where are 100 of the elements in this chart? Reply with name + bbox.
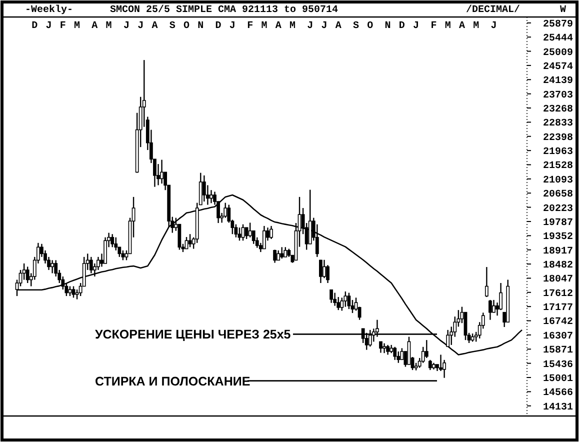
candlestick <box>393 346 397 361</box>
candlestick <box>241 224 245 242</box>
candlestick <box>484 266 488 298</box>
candlestick <box>244 226 248 240</box>
x-tick-label: D <box>398 21 405 32</box>
ref-line-label: УСКОРЕНИЕ ЦЕНЫ ЧЕРЕЗ 25x5 <box>95 328 291 342</box>
candlestick <box>330 288 333 304</box>
candlestick <box>446 329 450 348</box>
x-tick-label: J <box>229 21 236 32</box>
candlestick <box>424 339 428 359</box>
y-tick-label: 21528 <box>542 161 573 172</box>
y-tick-label: 15436 <box>542 360 573 371</box>
candlestick <box>270 225 273 240</box>
text: W <box>560 5 566 16</box>
y-tick-label: 20223 <box>542 204 573 215</box>
x-tick-label: S <box>169 21 176 32</box>
y-tick-label: 18917 <box>542 246 573 258</box>
y-tick-label: 25879 <box>542 19 573 30</box>
candlestick <box>238 226 242 242</box>
text: /DECIMAL/ <box>466 4 520 16</box>
candlestick <box>184 236 188 250</box>
candlestick <box>234 224 238 238</box>
x-tick-label: M <box>74 21 80 32</box>
y-tick-label: 15871 <box>542 346 573 357</box>
y-tick-label: 23703 <box>542 90 573 102</box>
x-tick-label: F <box>247 21 254 32</box>
x-tick-label: J <box>138 21 144 32</box>
candlestick <box>396 350 400 364</box>
candlestick <box>72 286 76 298</box>
x-tick-label: A <box>92 21 98 32</box>
candlestick <box>114 236 118 251</box>
y-tick-label: 19352 <box>542 232 573 244</box>
candlestick <box>26 266 30 284</box>
chart-title: SMCON 25/5 SIMPLE CMA 921113 to 950714 <box>110 4 338 16</box>
x-tick-label: M <box>289 21 296 32</box>
x-tick-label: J <box>123 21 130 32</box>
x-tick-label: O <box>367 21 374 32</box>
candlestick <box>379 341 382 354</box>
x-tick-label: J <box>321 21 328 32</box>
candlestick <box>336 296 340 311</box>
candlestick <box>188 234 192 248</box>
x-tick-label: M <box>473 21 480 32</box>
candlestick <box>326 264 330 284</box>
candlestick <box>382 342 386 354</box>
y-tick-label: 17612 <box>542 288 573 300</box>
x-tick-label: S <box>353 21 360 32</box>
x-tick-label: J <box>307 21 314 32</box>
x-tick-label: M <box>444 21 451 32</box>
candlestick <box>104 236 107 264</box>
candlestick <box>276 250 280 261</box>
x-tick-label: M <box>106 21 112 32</box>
x-tick-label: J <box>490 21 497 32</box>
y-tick-label: 25009 <box>542 48 573 59</box>
x-tick-label: F <box>430 21 437 32</box>
x-tick-label: N <box>384 21 391 32</box>
y-tick-label: 16307 <box>542 331 573 342</box>
y-tick-label: 21963 <box>542 147 573 158</box>
candlestick <box>322 259 326 279</box>
candlestick <box>121 250 125 261</box>
candlestick <box>262 225 266 250</box>
y-tick-label: 14566 <box>542 388 573 400</box>
candlestick <box>333 292 337 306</box>
y-tick-label: 20658 <box>542 190 573 201</box>
candlestick <box>50 260 54 274</box>
line-series <box>16 194 523 356</box>
x-tick-label: J <box>46 21 52 32</box>
candlestick <box>280 246 284 260</box>
x-tick-label: O <box>184 21 190 32</box>
candlestick <box>284 246 288 258</box>
ref-line-label: СТИРКА И ПОЛОСКАНИЕ <box>95 374 250 388</box>
text: -Weekly- <box>25 4 74 16</box>
candlestick <box>110 234 114 248</box>
candlestick <box>160 159 164 184</box>
y-tick-label: 18047 <box>542 274 573 286</box>
x-tick-label: J <box>413 21 420 32</box>
candlestick <box>319 259 322 284</box>
x-tick-label: D <box>32 21 38 32</box>
y-tick-label: 24574 <box>542 62 573 73</box>
candlestick <box>428 359 432 371</box>
y-tick-label: 18482 <box>542 260 573 272</box>
y-tick-label: 17177 <box>542 303 573 314</box>
candlestick <box>488 299 492 320</box>
candlestick <box>492 299 496 314</box>
candlestick <box>68 286 72 297</box>
candlestick <box>439 354 442 372</box>
x-tick-label: A <box>275 21 282 32</box>
candlestick <box>344 290 348 308</box>
y-tick-label: 19787 <box>542 218 573 229</box>
y-tick-label: 15001 <box>542 374 573 385</box>
y-tick-label: 16742 <box>542 317 573 328</box>
x-tick-label: A <box>335 21 342 32</box>
x-tick-label: D <box>215 21 222 32</box>
candlestick <box>386 344 390 356</box>
y-tick-label: 24139 <box>542 76 573 88</box>
y-tick-label: 14131 <box>542 402 573 414</box>
candlestick <box>202 174 206 202</box>
y-tick-label: 22833 <box>542 118 573 130</box>
candlestick <box>210 189 213 204</box>
x-tick-label: M <box>261 21 268 32</box>
candlestick <box>89 256 93 274</box>
